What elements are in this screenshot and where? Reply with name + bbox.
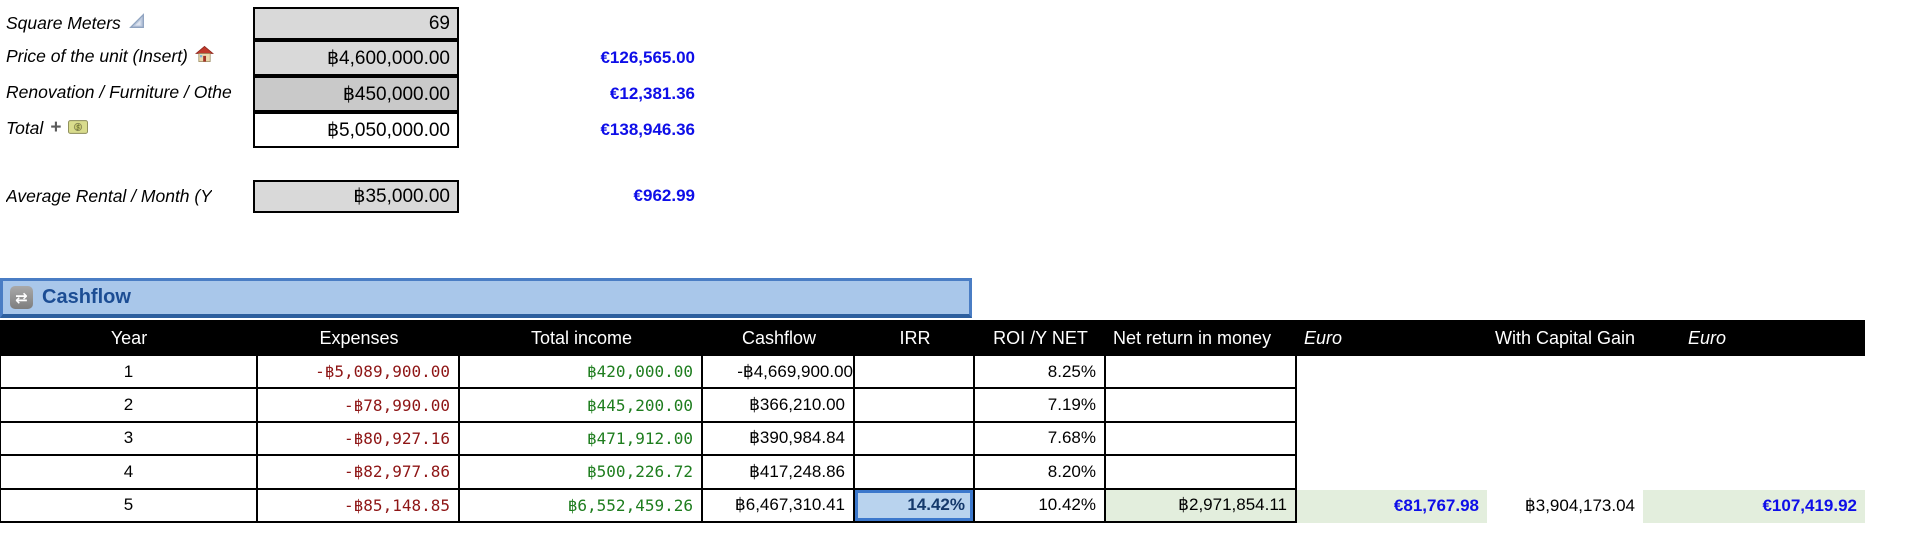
cell-net-return[interactable] <box>1106 456 1297 490</box>
cell-euro-1[interactable] <box>1297 389 1487 422</box>
table-header-row: Year Expenses Total income Cashflow IRR … <box>0 320 1865 356</box>
table-row: 4 -฿82,977.86 ฿500,226.72 ฿417,248.86 8.… <box>0 456 1865 490</box>
header-expenses[interactable]: Expenses <box>319 327 399 348</box>
table-row: 1 -฿5,089,900.00 ฿420,000.00 -฿4,669,900… <box>0 356 1865 390</box>
label-square-meters[interactable]: Square Meters <box>6 7 146 39</box>
cell-cashflow[interactable]: ฿366,210.00 <box>703 389 855 423</box>
cell-cashflow[interactable]: ฿6,467,310.41 <box>703 489 855 523</box>
rental-euro-value[interactable]: €962.99 <box>633 186 695 205</box>
header-euro-2[interactable]: Euro <box>1688 327 1727 348</box>
cell-year[interactable]: 5 <box>0 489 258 523</box>
cell-euro-2[interactable] <box>1643 423 1865 456</box>
table-row: 3 -฿80,927.16 ฿471,912.00 ฿390,984.84 7.… <box>0 422 1865 457</box>
cell-expenses[interactable]: -฿85,148.85 <box>258 489 460 523</box>
cell-net-return[interactable] <box>1106 422 1297 457</box>
cell-euro-1[interactable] <box>1297 356 1487 389</box>
cell-capital-gain[interactable] <box>1487 389 1643 422</box>
table-row: 5 -฿85,148.85 ฿6,552,459.26 ฿6,467,310.4… <box>0 489 1865 523</box>
plus-icon: + <box>50 117 62 138</box>
svg-text:$: $ <box>76 123 80 131</box>
cell-total-income[interactable]: ฿500,226.72 <box>460 456 703 490</box>
cell-irr[interactable] <box>855 356 975 390</box>
rental-value[interactable]: ฿35,000.00 <box>253 180 459 213</box>
price-value[interactable]: ฿4,600,000.00 <box>253 40 459 76</box>
cell-capital-gain[interactable] <box>1487 356 1643 389</box>
renovation-euro-value[interactable]: €12,381.36 <box>609 84 695 103</box>
label-price-of-unit[interactable]: Price of the unit (Insert) <box>6 40 214 72</box>
cell-euro-2[interactable] <box>1643 456 1865 489</box>
cell-cashflow[interactable]: -฿4,669,900.00 <box>703 356 855 390</box>
cell-irr[interactable] <box>855 389 975 423</box>
cell-capital-gain[interactable] <box>1487 456 1643 489</box>
cell-euro-1[interactable] <box>1297 423 1487 456</box>
cashflow-section-header[interactable]: ⇄ Cashflow <box>0 278 972 318</box>
cell-roi[interactable]: 8.20% <box>975 456 1106 490</box>
cell-total-income[interactable]: ฿445,200.00 <box>460 389 703 423</box>
cell-capital-gain[interactable]: ฿3,904,173.04 <box>1524 496 1635 516</box>
header-net-return[interactable]: Net return in money <box>1113 327 1272 348</box>
cell-euro-2[interactable] <box>1643 389 1865 422</box>
cell-euro-1[interactable]: €81,767.98 <box>1297 489 1487 523</box>
rental-label: Average Rental / Month (Y <box>6 185 212 206</box>
cell-cashflow[interactable]: ฿417,248.86 <box>703 456 855 490</box>
total-value[interactable]: ฿5,050,000.00 <box>253 112 459 148</box>
cell-total-income[interactable]: ฿420,000.00 <box>460 356 703 390</box>
cell-irr[interactable] <box>855 456 975 490</box>
cell-total-income[interactable]: ฿471,912.00 <box>460 422 703 457</box>
renovation-value[interactable]: ฿450,000.00 <box>253 76 459 112</box>
header-year[interactable]: Year <box>110 327 148 348</box>
cashflow-section-title: Cashflow <box>42 286 131 308</box>
price-label: Price of the unit (Insert) <box>6 45 188 66</box>
repeat-icon: ⇄ <box>10 286 33 309</box>
cell-expenses[interactable]: -฿82,977.86 <box>258 456 460 490</box>
cell-expenses[interactable]: -฿5,089,900.00 <box>258 356 460 390</box>
header-euro-1[interactable]: Euro <box>1304 327 1343 348</box>
house-icon <box>194 45 214 68</box>
triangle-ruler-icon <box>128 12 146 35</box>
cell-euro-2[interactable]: €107,419.92 <box>1643 489 1865 523</box>
total-label: Total <box>6 117 44 138</box>
price-euro-value[interactable]: €126,565.00 <box>600 48 695 67</box>
header-irr[interactable]: IRR <box>899 327 931 348</box>
square-meters-value[interactable]: 69 <box>253 7 459 40</box>
cell-year[interactable]: 2 <box>0 389 258 423</box>
cell-year[interactable]: 4 <box>0 456 258 490</box>
cell-cashflow[interactable]: ฿390,984.84 <box>703 422 855 457</box>
cell-expenses[interactable]: -฿78,990.00 <box>258 389 460 423</box>
table-row: 2 -฿78,990.00 ฿445,200.00 ฿366,210.00 7.… <box>0 389 1865 423</box>
cell-roi[interactable]: 7.68% <box>975 422 1106 457</box>
renovation-label: Renovation / Furniture / Othe <box>6 81 232 102</box>
cell-roi[interactable]: 10.42% <box>975 489 1106 523</box>
cell-roi[interactable]: 7.19% <box>975 389 1106 423</box>
label-average-rental[interactable]: Average Rental / Month (Y <box>6 180 212 212</box>
cell-euro-2[interactable] <box>1643 356 1865 389</box>
label-renovation[interactable]: Renovation / Furniture / Othe <box>6 76 232 108</box>
cell-total-income[interactable]: ฿6,552,459.26 <box>460 489 703 523</box>
banknote-icon: $ <box>68 118 89 139</box>
cell-net-return[interactable]: ฿2,971,854.11 <box>1106 489 1297 523</box>
header-cashflow[interactable]: Cashflow <box>741 327 817 348</box>
cashflow-table: Year Expenses Total income Cashflow IRR … <box>0 320 1865 523</box>
cell-net-return[interactable] <box>1106 356 1297 390</box>
header-total-income[interactable]: Total income <box>530 327 633 348</box>
cell-net-return[interactable] <box>1106 389 1297 423</box>
cell-euro-1[interactable] <box>1297 456 1487 489</box>
cell-year[interactable]: 1 <box>0 356 258 390</box>
cell-irr[interactable] <box>855 422 975 457</box>
cell-capital-gain[interactable] <box>1487 423 1643 456</box>
header-capital-gain[interactable]: With Capital Gain <box>1494 327 1636 348</box>
cell-year[interactable]: 3 <box>0 422 258 457</box>
label-total[interactable]: Total + $ <box>6 112 89 144</box>
square-meters-label: Square Meters <box>6 12 121 33</box>
cell-roi[interactable]: 8.25% <box>975 356 1106 390</box>
cell-expenses[interactable]: -฿80,927.16 <box>258 422 460 457</box>
cell-irr-selected[interactable]: 14.42% <box>855 489 975 523</box>
header-roi[interactable]: ROI /Y NET <box>993 327 1088 348</box>
total-euro-value[interactable]: €138,946.36 <box>600 120 695 139</box>
